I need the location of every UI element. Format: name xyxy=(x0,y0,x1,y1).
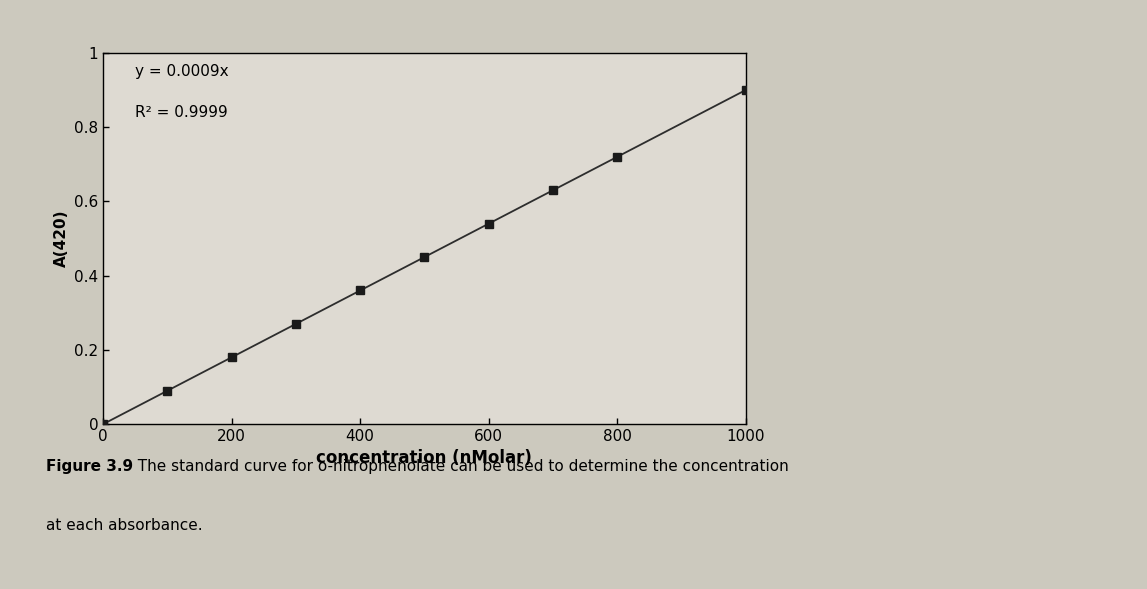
Text: The standard curve for o-nitrophenolate can be used to determine the concentrati: The standard curve for o-nitrophenolate … xyxy=(128,459,789,474)
Text: Figure 3.9: Figure 3.9 xyxy=(46,459,133,474)
Text: at each absorbance.: at each absorbance. xyxy=(46,518,203,533)
X-axis label: concentration (nMolar): concentration (nMolar) xyxy=(317,449,532,468)
Text: R² = 0.9999: R² = 0.9999 xyxy=(135,105,228,120)
Text: y = 0.0009x: y = 0.0009x xyxy=(135,64,229,79)
Y-axis label: A(420): A(420) xyxy=(54,210,69,267)
